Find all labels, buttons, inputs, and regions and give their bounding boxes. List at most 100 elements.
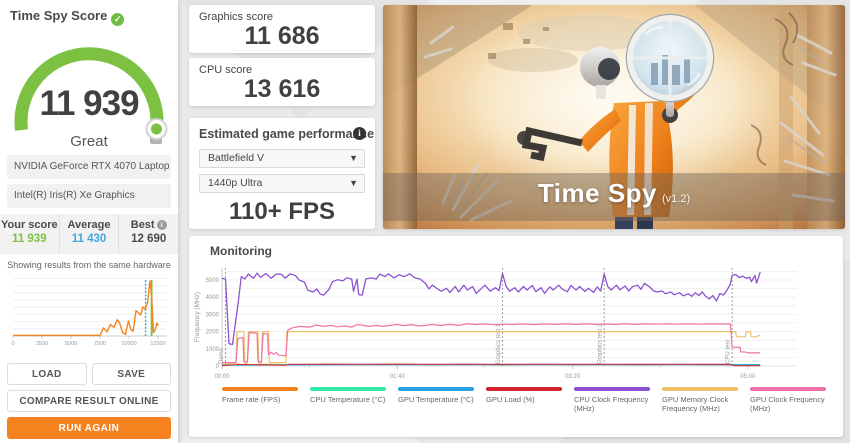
legend-label: GPU Temperature (°C) [398, 395, 474, 404]
save-button[interactable]: SAVE [91, 363, 171, 385]
svg-text:2000: 2000 [206, 330, 220, 336]
stat-your-score: Your score 11 939 [0, 214, 59, 254]
svg-text:00:00: 00:00 [214, 374, 230, 380]
legend-color-bar [662, 387, 738, 391]
hero-title-wrap: Time Spy (v1.2) [383, 178, 845, 209]
histogram-caption: Showing results from the same hardware [7, 260, 171, 270]
svg-text:03:20: 03:20 [565, 374, 581, 380]
cpu-score-card: CPU score 13 616 [189, 58, 375, 106]
estimated-game-performance-title: Estimated game performance [199, 127, 375, 141]
graphics-score-card: Graphics score 11 686 [189, 5, 375, 53]
monitoring-legend: Frame rate (FPS) CPU Temperature (°C) GPU … [222, 387, 834, 413]
legend-item[interactable]: GPU Temperature (°C) [398, 387, 481, 413]
svg-text:4000: 4000 [206, 295, 220, 301]
hero-title: Time Spy [537, 178, 657, 208]
stat-best: Best i 12 690 [118, 214, 178, 254]
hardware-histogram-svg: 0 2500 5000 7500 10000 12500 [11, 278, 167, 347]
legend-color-bar [574, 387, 650, 391]
score-grade: Great [70, 133, 108, 150]
legend-label: GPU Memory Clock Frequency (MHz) [662, 395, 729, 413]
score-stats-strip: Your score 11 939 Average 11 430 Best i 12 690 [0, 214, 178, 254]
legend-label: GPU Clock Frequency (MHz) [750, 395, 825, 413]
legend-label: CPU Temperature (°C) [310, 395, 386, 404]
preset-select-dropdown[interactable]: 1440p Ultra ▼ [199, 174, 365, 193]
legend-item[interactable]: GPU Memory Clock Frequency (MHz) [662, 387, 745, 413]
svg-text:Frequency (MHz): Frequency (MHz) [194, 292, 201, 342]
compare-row: COMPARE RESULT ONLINE [7, 390, 171, 412]
estimated-fps: 110+ FPS [228, 198, 336, 225]
stat-value: 11 430 [71, 233, 107, 245]
graphics-score-label: Graphics score [199, 11, 273, 23]
hero-banner: Time Spy (v1.2) [383, 5, 845, 229]
stat-label: Your score [1, 219, 58, 231]
svg-text:3000: 3000 [206, 312, 220, 318]
iron-ornament [750, 12, 799, 166]
cpu-score-label: CPU score [199, 64, 253, 76]
svg-text:Graphics test 2: Graphics test 2 [598, 323, 604, 364]
cpu-score-value: 13 616 [243, 75, 321, 103]
legend-color-bar [750, 387, 826, 391]
svg-text:05:00: 05:00 [740, 374, 756, 380]
debris [488, 23, 549, 59]
stat-label: Best i [119, 219, 178, 231]
preset-select-value: 1440p Ultra [208, 177, 263, 189]
pistol [521, 126, 583, 162]
estimated-game-performance-card: Estimated game performance i Battlefield… [189, 118, 375, 229]
svg-text:10000: 10000 [121, 341, 136, 347]
game-select-dropdown[interactable]: Battlefield V ▼ [199, 149, 365, 168]
monitoring-chart: 0 1000 2000 3000 4000 5000 Frequency (MHz) 00:0… [194, 268, 797, 380]
best-info-icon[interactable]: i [156, 220, 167, 230]
graphics-score-value: 11 686 [244, 22, 320, 50]
legend-color-bar [398, 387, 474, 391]
series-line [222, 323, 761, 364]
crystal-spray-fine [448, 48, 828, 214]
legend-label: GPU Load (%) [486, 395, 535, 404]
load-button[interactable]: LOAD [7, 363, 87, 385]
svg-text:5000: 5000 [65, 341, 77, 347]
svg-text:0: 0 [216, 364, 220, 370]
svg-text:7500: 7500 [94, 341, 106, 347]
igpu-name-box: Intel(R) Iris(R) Xe Graphics [7, 184, 171, 208]
legend-label: Frame rate (FPS) [222, 395, 281, 404]
histogram-line [13, 280, 160, 337]
legend-color-bar [222, 387, 298, 391]
visor [598, 58, 620, 80]
score-gauge [14, 47, 168, 144]
series-line [222, 330, 761, 365]
compare-result-online-button[interactable]: COMPARE RESULT ONLINE [7, 390, 171, 412]
legend-color-bar [486, 387, 562, 391]
monitoring-panel: Monitoring 0 1000 2000 3000 4000 5000 Frequenc… [189, 236, 843, 437]
legend-item[interactable]: GPU Clock Frequency (MHz) [750, 387, 833, 413]
crystal-spray [423, 25, 837, 222]
stat-value: 11 939 [12, 233, 47, 245]
series-line [221, 271, 761, 346]
svg-text:Demo: Demo [219, 347, 225, 364]
run-again-button[interactable]: RUN AGAIN [7, 417, 171, 439]
stat-label: Average [67, 219, 111, 231]
svg-text:Graphics test 1: Graphics test 1 [496, 323, 502, 364]
stat-value: 12 690 [131, 233, 167, 245]
hero-title-band [383, 173, 845, 221]
svg-text:2500: 2500 [36, 341, 48, 347]
load-save-row: LOAD SAVE [7, 363, 171, 385]
legend-item[interactable]: CPU Temperature (°C) [310, 387, 393, 413]
legend-color-bar [310, 387, 386, 391]
legend-item[interactable]: Frame rate (FPS) [222, 387, 305, 413]
legend-item[interactable]: GPU Load (%) [486, 387, 569, 413]
overall-score: 11 939 [39, 84, 139, 123]
legend-item[interactable]: CPU Clock Frequency (MHz) [574, 387, 657, 413]
svg-text:12500: 12500 [150, 341, 165, 347]
hero-version: (v1.2) [662, 193, 691, 205]
svg-text:5000: 5000 [206, 278, 220, 284]
score-panel-title: Time Spy Score ✓ [10, 8, 125, 26]
info-icon[interactable]: i [353, 127, 366, 140]
game-select-value: Battlefield V [208, 152, 265, 164]
svg-text:CPU test: CPU test [726, 340, 732, 364]
chevron-down-icon: ▼ [349, 153, 358, 163]
legend-label: CPU Clock Frequency (MHz) [574, 395, 649, 413]
monitoring-title: Monitoring [210, 244, 272, 258]
chevron-down-icon: ▼ [349, 178, 358, 188]
score-panel: Time Spy Score ✓ 11 939 Great NVIDIA GeFo… [0, 0, 178, 443]
stat-average: Average 11 430 [58, 214, 119, 254]
magnifying-lens [625, 13, 715, 103]
